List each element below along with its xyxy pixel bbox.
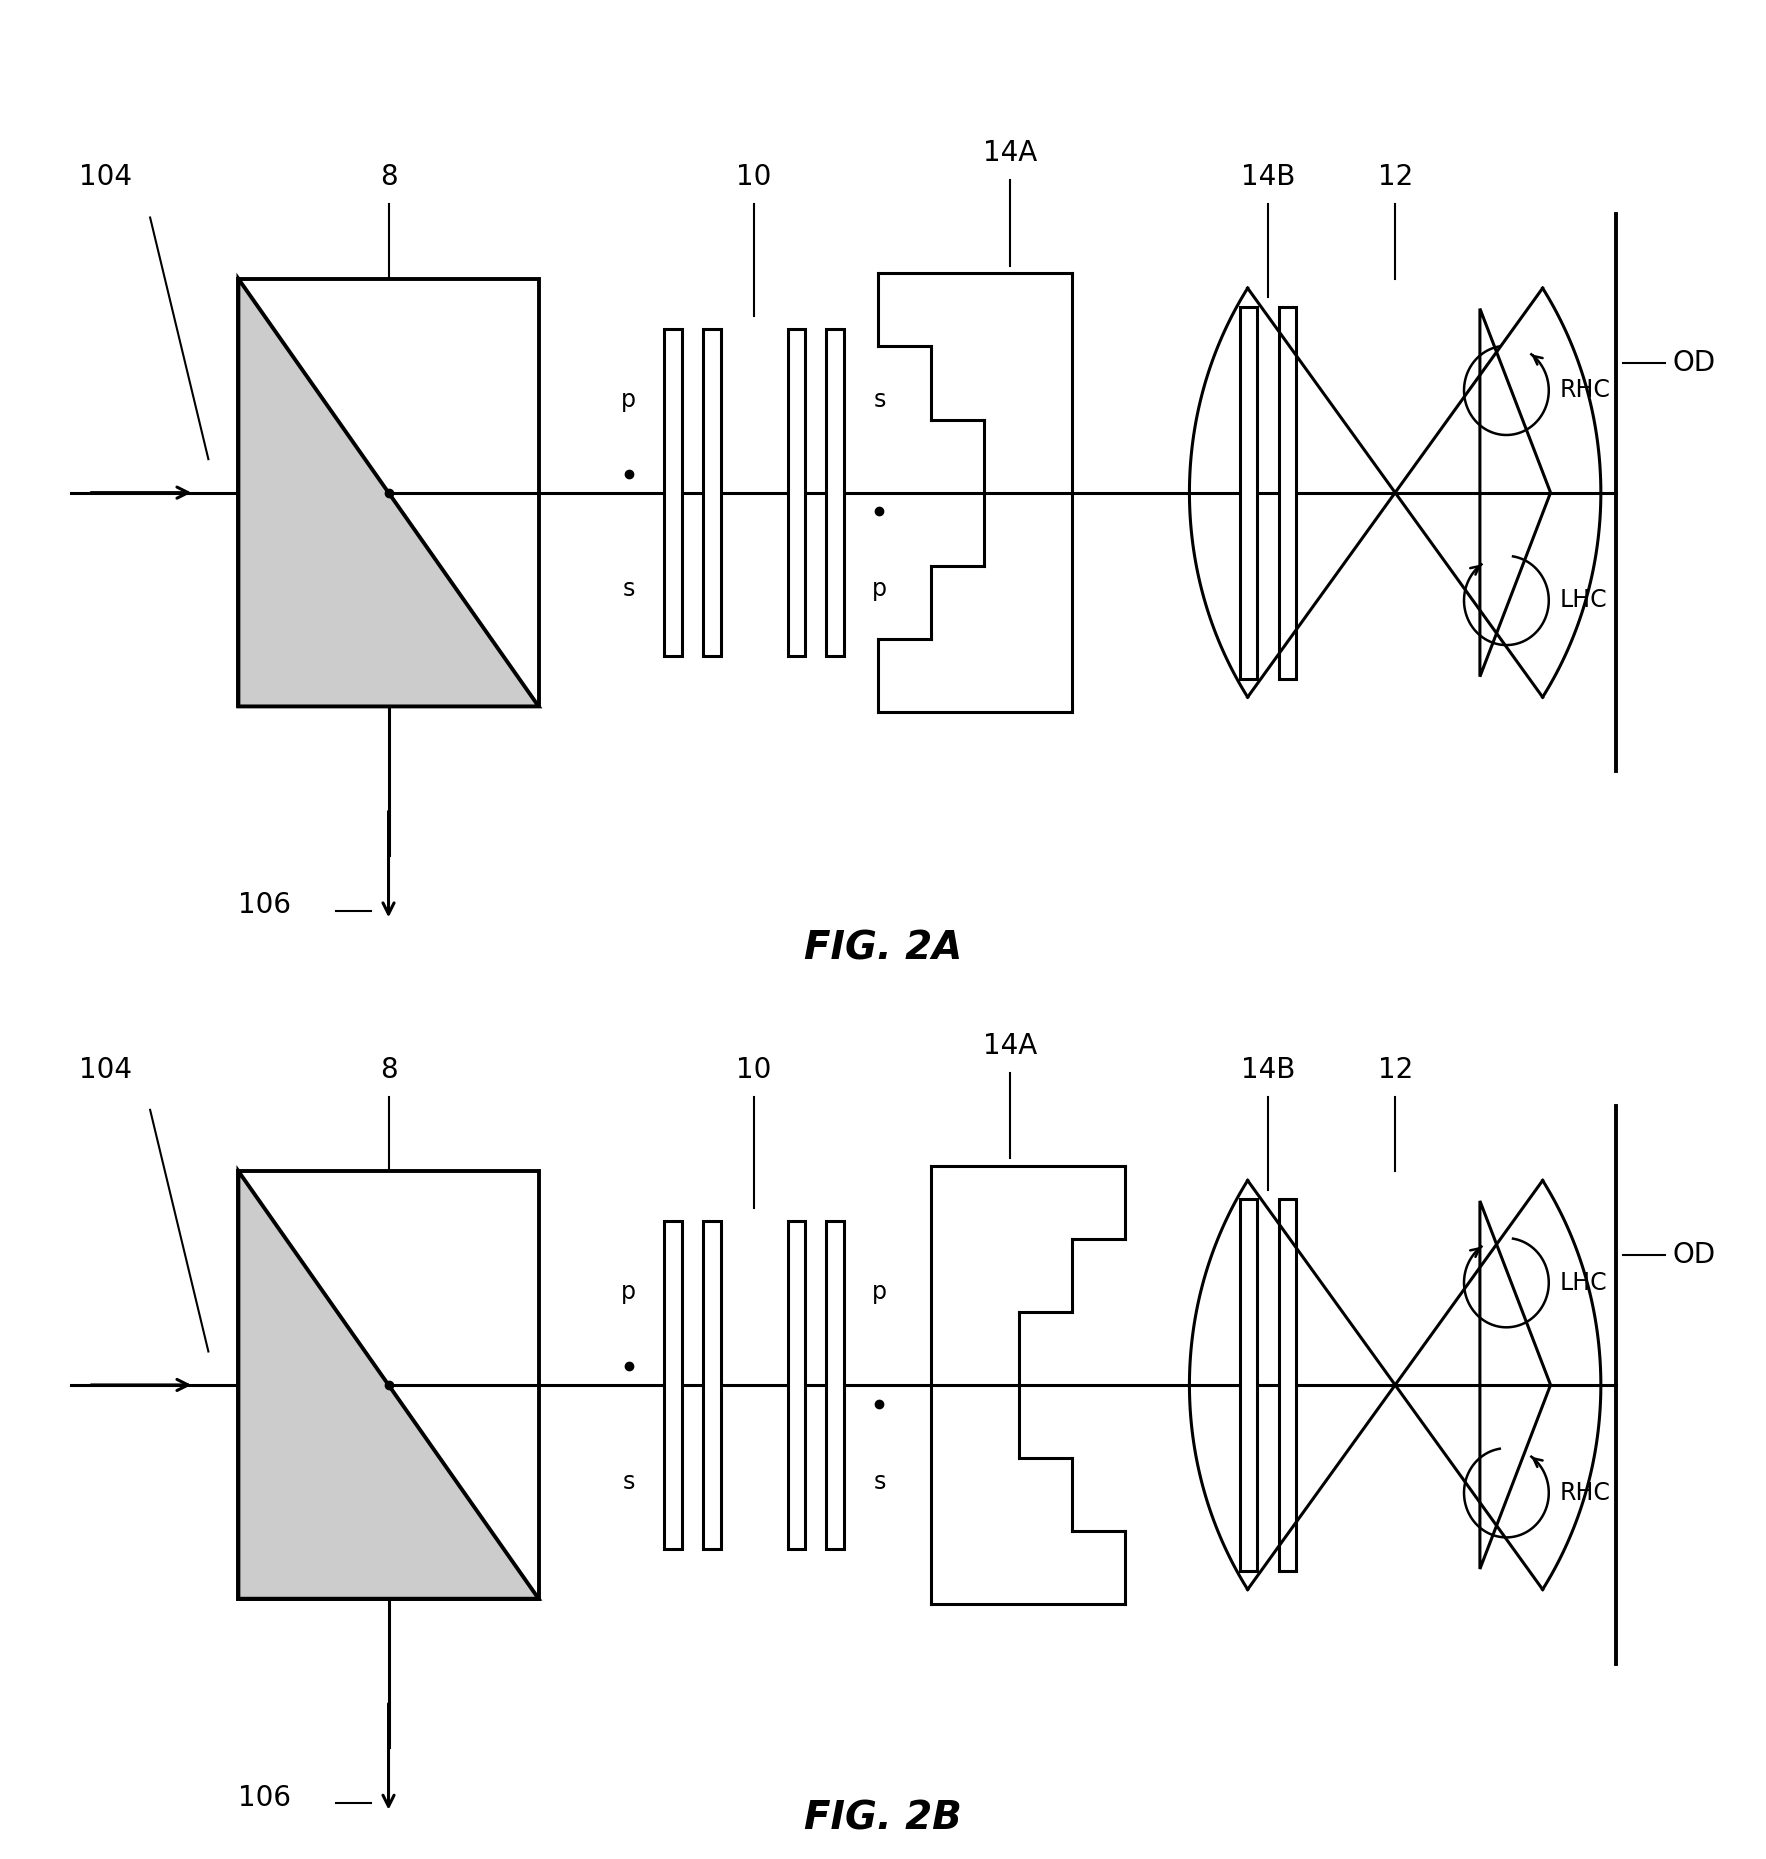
Text: p: p: [622, 389, 636, 411]
Text: p: p: [622, 1281, 636, 1303]
Polygon shape: [703, 1221, 721, 1549]
Text: 14B: 14B: [1241, 164, 1294, 191]
Text: 12: 12: [1377, 164, 1413, 191]
Text: 14B: 14B: [1241, 1056, 1294, 1084]
Polygon shape: [1279, 1199, 1296, 1571]
Text: p: p: [872, 1281, 887, 1303]
Polygon shape: [826, 329, 844, 656]
Text: LHC: LHC: [1559, 589, 1607, 612]
Text: s: s: [872, 389, 887, 411]
Text: 12: 12: [1377, 1056, 1413, 1084]
Text: 106: 106: [238, 1783, 291, 1813]
Polygon shape: [1240, 1199, 1257, 1571]
Polygon shape: [788, 329, 805, 656]
Polygon shape: [664, 329, 682, 656]
Polygon shape: [238, 1171, 539, 1599]
Text: 14A: 14A: [984, 1032, 1037, 1060]
Text: FIG. 2B: FIG. 2B: [804, 1800, 962, 1837]
Text: OD: OD: [1672, 1240, 1715, 1270]
Text: 10: 10: [736, 1056, 772, 1084]
Text: 8: 8: [380, 164, 397, 191]
Text: LHC: LHC: [1559, 1272, 1607, 1294]
Text: 104: 104: [79, 1056, 132, 1084]
Text: RHC: RHC: [1559, 379, 1611, 402]
Text: RHC: RHC: [1559, 1482, 1611, 1504]
Polygon shape: [826, 1221, 844, 1549]
Text: s: s: [872, 1470, 887, 1493]
Text: 106: 106: [238, 890, 291, 920]
Polygon shape: [1279, 307, 1296, 679]
Text: FIG. 2A: FIG. 2A: [804, 930, 962, 967]
Polygon shape: [1240, 307, 1257, 679]
Polygon shape: [238, 279, 539, 706]
Text: s: s: [622, 578, 636, 600]
Text: 104: 104: [79, 164, 132, 191]
Text: s: s: [622, 1470, 636, 1493]
Text: 10: 10: [736, 164, 772, 191]
Polygon shape: [664, 1221, 682, 1549]
Text: OD: OD: [1672, 348, 1715, 377]
Polygon shape: [703, 329, 721, 656]
Text: 8: 8: [380, 1056, 397, 1084]
Text: p: p: [872, 578, 887, 600]
Text: 14A: 14A: [984, 139, 1037, 167]
Polygon shape: [788, 1221, 805, 1549]
